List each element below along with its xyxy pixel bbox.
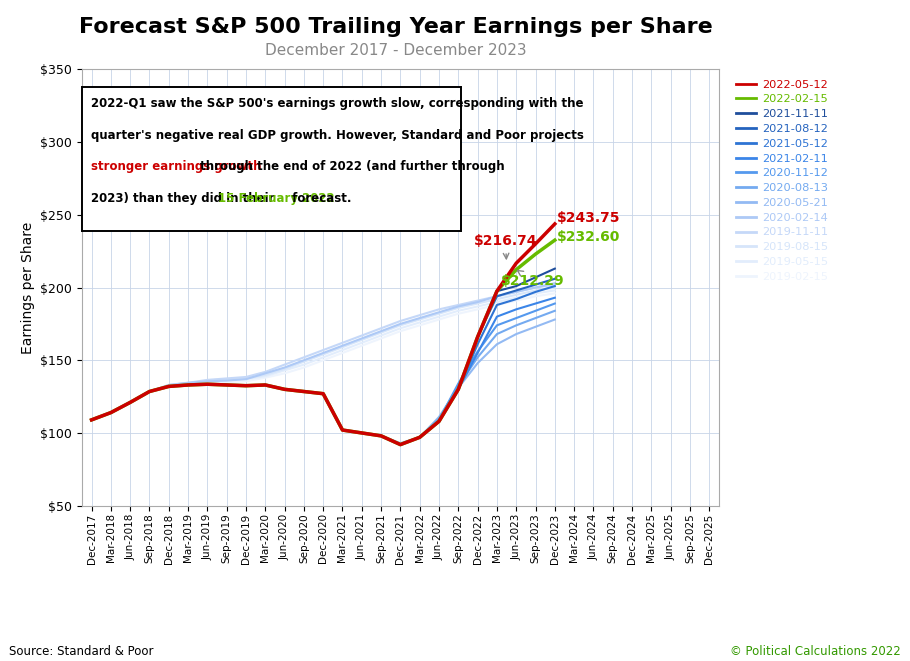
Text: © Political Calculations 2022: © Political Calculations 2022 [730,644,901,658]
Text: December 2017 - December 2023: December 2017 - December 2023 [265,43,527,58]
Text: $212.29: $212.29 [501,270,564,288]
Text: Source: Standard & Poor: Source: Standard & Poor [9,644,154,658]
Text: $216.74: $216.74 [474,235,537,259]
Y-axis label: Earnings per Share: Earnings per Share [21,221,35,354]
Text: $232.60: $232.60 [557,230,620,244]
Legend: 2022-05-12, 2022-02-15, 2021-11-11, 2021-08-12, 2021-05-12, 2021-02-11, 2020-11-: 2022-05-12, 2022-02-15, 2021-11-11, 2021… [731,75,833,286]
Text: Forecast S&P 500 Trailing Year Earnings per Share: Forecast S&P 500 Trailing Year Earnings … [79,17,713,36]
Text: $243.75: $243.75 [557,212,621,225]
